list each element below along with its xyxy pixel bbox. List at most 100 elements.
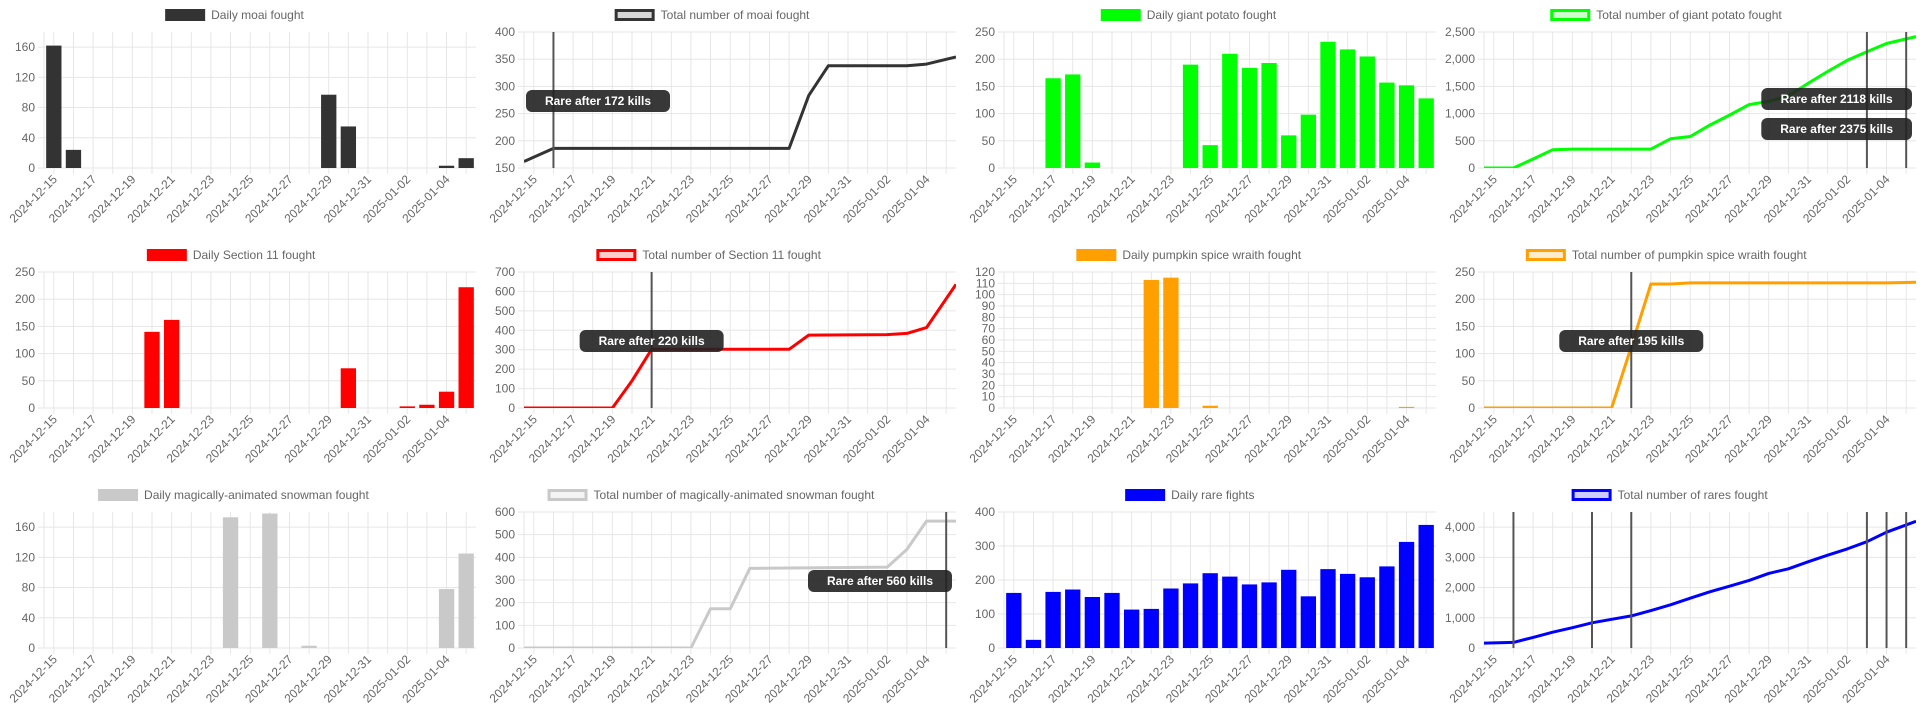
bar <box>458 553 474 648</box>
chart-svg: Total number of moai fought 150 200 250 300 3… <box>487 8 956 226</box>
y-tick-label: 60 <box>982 333 996 347</box>
legend-label: Daily giant potato fought <box>1147 8 1277 22</box>
annotation-label: Rare after 220 kills <box>599 334 705 348</box>
chart-panel-11: Daily rare fights 0 100 200 300 400 2024-12-15… <box>960 480 1440 720</box>
legend-label: Total number of moai fought <box>661 8 810 22</box>
y-tick-label: 200 <box>495 362 515 376</box>
chart-svg: Daily rare fights01002003004002024-12-15… <box>967 488 1436 706</box>
bar <box>301 645 317 648</box>
chart-panel-7: Daily pumpkin spice wraith fought 0 10 20 30… <box>960 240 1440 480</box>
bar <box>1261 63 1277 169</box>
series-line <box>524 519 956 648</box>
bar <box>1163 277 1179 408</box>
legend-swatch <box>1100 9 1141 21</box>
chart-panel-6: Total number of Section 11 fought 0 100 200… <box>480 240 960 480</box>
bar <box>46 45 62 168</box>
bar <box>1241 584 1258 648</box>
chart-panel-5: Daily Section 11 fought 0 50 100 150 200 250 20… <box>0 240 480 480</box>
y-tick-label: 100 <box>495 382 515 396</box>
y-tick-label: 40 <box>982 356 996 370</box>
line-group <box>1484 519 1916 645</box>
y-tick-label: 0 <box>508 401 515 415</box>
y-tick-label: 300 <box>495 343 515 357</box>
chart-svg: Total number of Section 11 fought 0 100 200… <box>487 248 956 466</box>
bar <box>1025 639 1042 648</box>
series-line <box>1484 35 1916 168</box>
y-tick-label: 400 <box>495 25 515 39</box>
y-tick-label: 150 <box>975 79 995 93</box>
bar <box>1104 592 1120 648</box>
series-line <box>524 55 956 163</box>
y-tick-label: 500 <box>495 304 515 318</box>
y-tick-label: 200 <box>15 292 35 306</box>
chart-svg: Total number of giant potato fought 0 500 1… <box>1445 8 1916 226</box>
bar <box>163 319 180 408</box>
bar <box>1379 566 1395 648</box>
y-tick-label: 120 <box>975 265 995 279</box>
chart-svg: Daily giant potato fought 0 50 100 150 200 250… <box>967 8 1436 226</box>
legend-label: Daily moai fought <box>211 8 304 22</box>
bar <box>144 331 160 408</box>
y-tick-label: 110 <box>976 276 995 290</box>
series-line <box>1484 280 1916 408</box>
y-tick-label: 0 <box>988 401 995 415</box>
legend-swatch <box>1125 489 1166 501</box>
bar <box>399 406 415 408</box>
bar <box>1281 135 1297 168</box>
bar <box>1339 573 1356 648</box>
y-tick-label: 80 <box>982 310 996 324</box>
y-tick-label: 200 <box>1455 292 1475 306</box>
annotation-label: Rare after 2375 kills <box>1780 122 1893 136</box>
bar <box>1241 67 1258 168</box>
annotation-box <box>526 90 670 112</box>
bar <box>1359 577 1375 648</box>
bar <box>222 517 239 648</box>
y-tick-label: 50 <box>982 344 996 358</box>
y-tick-label: 120 <box>15 70 35 84</box>
bar <box>1202 573 1218 648</box>
y-tick-label: 250 <box>1455 265 1475 279</box>
series-line <box>524 283 956 408</box>
legend-swatch <box>1076 249 1117 261</box>
y-tick-label: 100 <box>975 607 995 621</box>
legend-label: Daily pumpkin spice wraith fought <box>1122 248 1301 262</box>
y-tick-label: 4,000 <box>1445 520 1475 534</box>
legend-label: Total number of giant potato fought <box>1596 8 1782 22</box>
annotation-label: Rare after 2118 kills <box>1781 92 1893 106</box>
annotation-label: Rare after 195 kills <box>1578 334 1684 348</box>
y-tick-label: 0 <box>28 161 35 175</box>
y-tick-label: 120 <box>15 550 35 564</box>
bar <box>1320 41 1336 168</box>
bar <box>1084 162 1101 168</box>
bar <box>438 589 455 648</box>
y-tick-label: 10 <box>982 390 996 404</box>
bar <box>1045 591 1061 648</box>
y-tick-label: 70 <box>982 322 996 336</box>
bar <box>1398 85 1415 168</box>
y-tick-label: 50 <box>982 134 996 148</box>
y-tick-label: 0 <box>1468 641 1475 655</box>
bar <box>1006 592 1022 648</box>
annotation-label: Rare after 172 kills <box>545 94 651 108</box>
bar <box>340 368 357 408</box>
legend-swatch <box>596 249 637 261</box>
chart-svg: Daily moai fought040801201602024-12-1520… <box>7 8 476 226</box>
bar <box>1143 608 1159 648</box>
chart-panel-1: Daily moai fought 0 40 80 120 160 2024-12-15 20… <box>0 0 480 240</box>
y-tick-label: 2,000 <box>1445 52 1475 66</box>
y-tick-label: 250 <box>495 107 515 121</box>
y-tick-label: 250 <box>15 265 35 279</box>
y-tick-label: 50 <box>1462 374 1476 388</box>
annotation-box <box>1761 88 1912 110</box>
chart-svg: Daily magically-animated snowman fought 0… <box>7 488 476 706</box>
chart-svg: Total number of pumpkin spice wraith fou… <box>1447 248 1916 466</box>
y-tick-label: 30 <box>982 367 996 381</box>
y-tick-label: 100 <box>975 107 995 121</box>
bar <box>1398 541 1415 648</box>
y-tick-label: 700 <box>495 265 515 279</box>
bar <box>1261 582 1277 648</box>
y-tick-label: 150 <box>495 161 515 175</box>
bar <box>1300 114 1317 168</box>
y-tick-label: 0 <box>1468 161 1475 175</box>
chart-panel-9: Daily magically-animated snowman fought 0… <box>0 480 480 720</box>
